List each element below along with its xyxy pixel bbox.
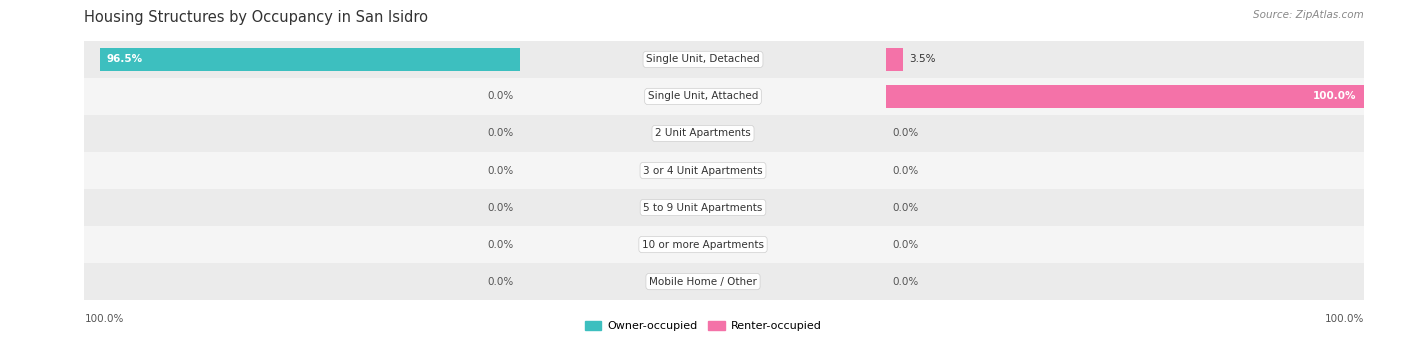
Text: 100.0%: 100.0% xyxy=(1313,91,1357,102)
Text: 10 or more Apartments: 10 or more Apartments xyxy=(643,239,763,250)
Text: Source: ZipAtlas.com: Source: ZipAtlas.com xyxy=(1253,10,1364,20)
Text: 0.0%: 0.0% xyxy=(486,129,513,138)
Text: Housing Structures by Occupancy in San Isidro: Housing Structures by Occupancy in San I… xyxy=(84,10,429,25)
Text: 0.0%: 0.0% xyxy=(486,239,513,250)
Text: 100.0%: 100.0% xyxy=(84,314,124,324)
Text: Single Unit, Detached: Single Unit, Detached xyxy=(647,55,759,64)
Text: 3.5%: 3.5% xyxy=(910,55,936,64)
Legend: Owner-occupied, Renter-occupied: Owner-occupied, Renter-occupied xyxy=(581,316,825,336)
Text: 0.0%: 0.0% xyxy=(486,277,513,286)
Text: 0.0%: 0.0% xyxy=(486,91,513,102)
Text: 0.0%: 0.0% xyxy=(893,239,920,250)
Text: 2 Unit Apartments: 2 Unit Apartments xyxy=(655,129,751,138)
Text: 0.0%: 0.0% xyxy=(486,165,513,176)
Text: 0.0%: 0.0% xyxy=(893,203,920,212)
Text: 3 or 4 Unit Apartments: 3 or 4 Unit Apartments xyxy=(643,165,763,176)
Text: Mobile Home / Other: Mobile Home / Other xyxy=(650,277,756,286)
Text: 0.0%: 0.0% xyxy=(893,129,920,138)
Text: 5 to 9 Unit Apartments: 5 to 9 Unit Apartments xyxy=(644,203,762,212)
Text: 0.0%: 0.0% xyxy=(893,165,920,176)
Text: 0.0%: 0.0% xyxy=(486,203,513,212)
Text: 0.0%: 0.0% xyxy=(893,277,920,286)
Text: 96.5%: 96.5% xyxy=(107,55,143,64)
Text: 100.0%: 100.0% xyxy=(1324,314,1364,324)
Text: Single Unit, Attached: Single Unit, Attached xyxy=(648,91,758,102)
